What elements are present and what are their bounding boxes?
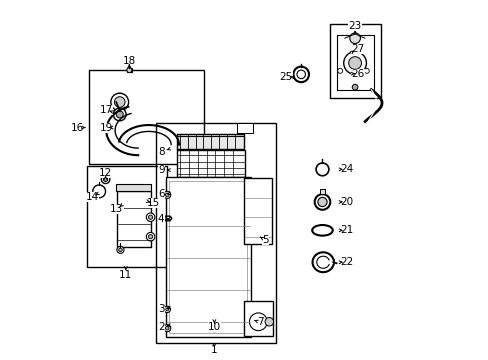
Circle shape — [148, 215, 152, 219]
Text: 25: 25 — [279, 72, 292, 81]
Bar — [244, 178, 272, 244]
Text: 14: 14 — [86, 192, 99, 202]
Text: 10: 10 — [207, 322, 221, 332]
Circle shape — [163, 306, 170, 312]
Bar — [320, 189, 324, 194]
Ellipse shape — [311, 225, 332, 236]
Circle shape — [119, 248, 122, 252]
Bar — [116, 184, 151, 192]
Text: 11: 11 — [119, 270, 132, 280]
Text: 15: 15 — [146, 198, 160, 208]
Text: 21: 21 — [340, 225, 353, 235]
Circle shape — [114, 97, 125, 107]
Circle shape — [126, 68, 132, 73]
Circle shape — [212, 327, 216, 330]
Circle shape — [364, 68, 368, 73]
Text: 7: 7 — [257, 318, 263, 328]
Circle shape — [113, 108, 126, 121]
Circle shape — [165, 327, 169, 330]
Bar — [165, 177, 250, 337]
Circle shape — [293, 67, 308, 82]
Text: 13: 13 — [110, 204, 123, 214]
Bar — [169, 181, 247, 333]
Text: 19: 19 — [100, 122, 113, 132]
Text: 12: 12 — [99, 168, 112, 178]
Circle shape — [117, 246, 124, 253]
Circle shape — [315, 163, 328, 176]
Bar — [329, 24, 380, 99]
Circle shape — [165, 193, 169, 197]
Bar — [336, 35, 373, 90]
Text: 23: 23 — [348, 21, 361, 31]
Text: 8: 8 — [158, 147, 164, 157]
Bar — [244, 301, 272, 336]
Circle shape — [111, 93, 128, 111]
Circle shape — [165, 308, 168, 311]
Circle shape — [351, 84, 357, 90]
Text: 4: 4 — [158, 214, 164, 224]
Circle shape — [317, 197, 326, 207]
Text: 27: 27 — [350, 44, 364, 54]
Text: 9: 9 — [158, 165, 164, 175]
Circle shape — [103, 177, 107, 181]
Circle shape — [314, 194, 329, 210]
Circle shape — [164, 216, 169, 221]
Circle shape — [148, 235, 152, 239]
Circle shape — [146, 213, 155, 221]
Text: 2: 2 — [158, 322, 164, 332]
Text: 24: 24 — [340, 165, 353, 174]
Text: 16: 16 — [71, 122, 84, 132]
Circle shape — [348, 57, 361, 69]
Text: 22: 22 — [340, 257, 353, 267]
Circle shape — [337, 68, 342, 73]
Bar — [237, 123, 253, 133]
Text: 1: 1 — [211, 345, 217, 355]
Circle shape — [296, 70, 305, 78]
Circle shape — [93, 185, 105, 198]
Circle shape — [116, 111, 123, 118]
Text: 5: 5 — [262, 235, 268, 245]
Text: 6: 6 — [158, 189, 164, 199]
Circle shape — [210, 325, 218, 332]
Bar — [86, 166, 166, 267]
Circle shape — [264, 318, 273, 326]
Bar — [117, 191, 150, 247]
Text: 26: 26 — [350, 69, 364, 79]
Circle shape — [146, 233, 155, 241]
Circle shape — [163, 192, 170, 198]
Text: 17: 17 — [100, 105, 113, 115]
Bar — [88, 70, 203, 164]
Text: 20: 20 — [340, 197, 353, 207]
Bar — [177, 149, 244, 177]
Polygon shape — [177, 134, 244, 149]
Circle shape — [349, 33, 360, 44]
Bar — [126, 68, 132, 72]
Circle shape — [249, 313, 266, 330]
Text: 3: 3 — [158, 304, 164, 314]
Circle shape — [163, 325, 170, 332]
Circle shape — [343, 52, 366, 75]
Bar — [156, 123, 276, 343]
Text: 18: 18 — [122, 56, 136, 66]
Circle shape — [101, 175, 110, 184]
